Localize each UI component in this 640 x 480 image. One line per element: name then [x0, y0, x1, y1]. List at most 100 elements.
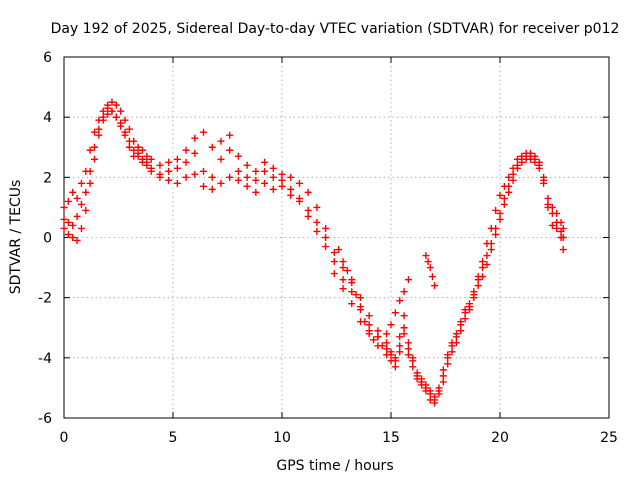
- data-point: [208, 143, 216, 151]
- data-point: [335, 246, 343, 254]
- data-point: [64, 230, 72, 238]
- data-point: [409, 363, 417, 371]
- data-point: [348, 279, 356, 287]
- data-point: [365, 321, 373, 329]
- data-point: [339, 285, 347, 293]
- data-point: [182, 173, 190, 181]
- data-point: [278, 176, 286, 184]
- data-point: [91, 128, 99, 136]
- data-point: [424, 258, 432, 266]
- data-point: [396, 297, 404, 305]
- data-point: [191, 149, 199, 157]
- x-axis-label: GPS time / hours: [276, 458, 393, 474]
- data-point: [422, 252, 430, 260]
- data-point: [125, 125, 133, 133]
- data-point: [217, 137, 225, 145]
- data-point: [461, 315, 469, 323]
- data-point: [431, 396, 439, 404]
- data-point: [409, 357, 417, 365]
- data-point: [252, 167, 260, 175]
- data-point: [322, 243, 330, 251]
- data-point: [387, 321, 395, 329]
- data-point: [130, 152, 138, 160]
- data-point: [544, 194, 552, 202]
- data-point: [370, 336, 378, 344]
- data-point: [117, 107, 125, 115]
- data-point: [540, 176, 548, 184]
- data-point: [86, 179, 94, 187]
- data-point: [95, 131, 103, 139]
- data-point: [559, 234, 567, 241]
- data-point: [548, 209, 556, 217]
- y-axis-label: SDTVAR / TECUs: [8, 180, 24, 295]
- data-point: [496, 209, 504, 217]
- series-track-4: [335, 246, 439, 350]
- data-point: [505, 182, 513, 190]
- data-point: [444, 354, 452, 362]
- data-point: [383, 339, 391, 347]
- data-point: [439, 372, 447, 380]
- data-point: [73, 212, 81, 220]
- data-point: [121, 131, 129, 139]
- data-point: [304, 212, 312, 220]
- data-point: [448, 348, 456, 356]
- data-point: [483, 261, 491, 269]
- data-point: [487, 240, 495, 248]
- data-point: [99, 113, 107, 121]
- series-track-3: [60, 104, 567, 404]
- y-tick-label: 6: [43, 50, 52, 66]
- data-point: [365, 312, 373, 320]
- data-point: [287, 185, 295, 193]
- y-tick-label: 4: [43, 110, 52, 126]
- data-point: [518, 158, 526, 166]
- data-point: [339, 276, 347, 284]
- data-point: [86, 146, 94, 154]
- data-point: [313, 227, 321, 235]
- data-point: [165, 167, 173, 175]
- data-point: [143, 152, 151, 160]
- data-point: [234, 152, 242, 160]
- data-point: [535, 161, 543, 169]
- data-point: [234, 167, 242, 175]
- data-point: [500, 200, 508, 208]
- data-point: [492, 206, 500, 214]
- data-point: [295, 179, 303, 187]
- y-tick-label: 0: [43, 231, 52, 247]
- data-point: [509, 170, 517, 178]
- data-point: [457, 327, 465, 335]
- data-point: [483, 252, 491, 260]
- data-point: [527, 152, 535, 160]
- data-point: [165, 158, 173, 166]
- y-tick-label: -6: [38, 411, 52, 427]
- data-point: [77, 200, 85, 208]
- data-point: [208, 173, 216, 181]
- data-point: [91, 143, 99, 151]
- data-point: [544, 200, 552, 208]
- data-point: [200, 128, 208, 136]
- data-point: [121, 116, 129, 124]
- data-point: [452, 333, 460, 341]
- data-point: [404, 351, 412, 359]
- data-point: [404, 339, 412, 347]
- data-point: [138, 146, 146, 154]
- data-point: [553, 224, 561, 232]
- data-point: [243, 182, 251, 190]
- data-point: [487, 246, 495, 254]
- data-point: [400, 288, 408, 296]
- data-point: [143, 158, 151, 166]
- data-point: [138, 155, 146, 163]
- data-point: [492, 224, 500, 232]
- data-point: [295, 194, 303, 202]
- data-point: [269, 164, 277, 172]
- data-point: [387, 351, 395, 359]
- data-point: [383, 330, 391, 338]
- data-point: [173, 179, 181, 187]
- data-point: [117, 122, 125, 130]
- data-point: [134, 143, 142, 151]
- data-point: [496, 215, 504, 223]
- data-point: [509, 176, 517, 184]
- data-point: [252, 188, 260, 196]
- data-point: [64, 197, 72, 205]
- data-point: [77, 179, 85, 187]
